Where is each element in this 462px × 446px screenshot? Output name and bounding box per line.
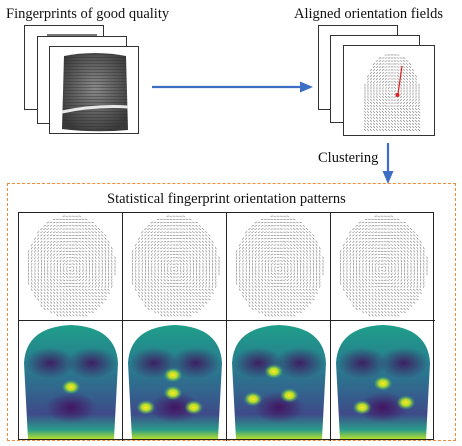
hot-spot <box>61 379 81 395</box>
fingerprint-card-front <box>49 46 139 134</box>
core-point <box>395 93 400 97</box>
left-title: Fingerprints of good quality <box>6 6 170 22</box>
orientation-card-front <box>343 45 435 136</box>
hot-spot <box>373 376 393 391</box>
heatmap-pattern-2 <box>123 321 227 441</box>
patterns-grid <box>18 212 435 441</box>
orientation-pattern-1 <box>19 213 123 321</box>
hot-spot <box>136 400 156 415</box>
heatmap-pattern-3 <box>227 321 331 441</box>
heatmap-pattern-1 <box>19 321 123 441</box>
clustering-label: Clustering <box>318 150 379 166</box>
hot-spot <box>163 367 183 383</box>
orientation-pattern-4 <box>331 213 435 321</box>
hot-spot <box>280 388 299 403</box>
orientation-pattern-2 <box>123 213 227 321</box>
right-title: Aligned orientation fields <box>294 6 443 22</box>
panel-title: Statistical fingerprint orientation patt… <box>107 191 346 207</box>
hot-spot <box>243 391 263 407</box>
patterns-panel <box>7 183 456 441</box>
hot-spot <box>264 364 284 379</box>
arrow-down-icon <box>382 143 394 184</box>
orientation-pattern-3 <box>227 213 331 321</box>
direction-line <box>397 65 403 95</box>
hot-spot <box>396 395 416 410</box>
hot-spot <box>163 385 183 401</box>
arrow-right-icon <box>152 81 313 93</box>
hot-spot <box>352 400 372 415</box>
hot-spot <box>184 400 204 415</box>
heatmap-pattern-4 <box>331 321 435 441</box>
